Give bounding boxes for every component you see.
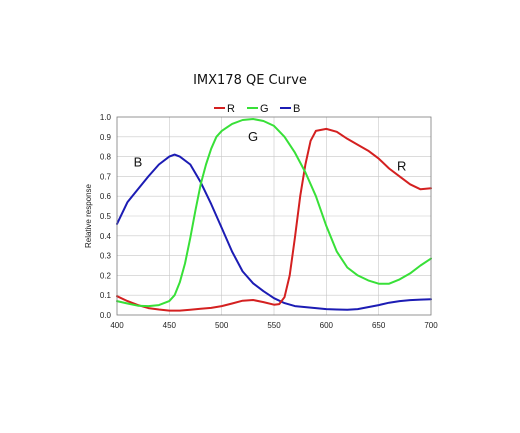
chart-title: IMX178 QE Curve <box>193 73 307 88</box>
y-axis-label: Relative response <box>84 183 93 248</box>
legend-label-r: R <box>227 103 235 115</box>
grid <box>117 117 431 315</box>
series-line-b <box>116 153 432 311</box>
y-axis-ticks: 0.0 0.1 0.2 0.3 0.4 0.5 0.6 0.7 0.8 0.9 1.0 <box>100 113 112 320</box>
y-tick-label: 0.6 <box>100 192 112 201</box>
series-line-r <box>116 127 432 312</box>
y-tick-label: 0.7 <box>100 172 112 181</box>
x-tick-label: 550 <box>267 321 281 330</box>
x-tick-label: 500 <box>215 321 229 330</box>
x-tick-label: 600 <box>320 321 334 330</box>
annotations: B G R <box>134 129 407 174</box>
annotation-g: G <box>248 129 258 144</box>
annotation-r: R <box>397 158 406 173</box>
x-tick-label: 400 <box>110 321 124 330</box>
y-tick-label: 0.0 <box>100 311 112 320</box>
y-tick-label: 0.5 <box>100 212 112 221</box>
series-layer <box>116 118 432 312</box>
y-tick-label: 1.0 <box>100 113 112 122</box>
y-tick-label: 0.4 <box>100 232 112 241</box>
series-line-g <box>116 118 432 308</box>
y-tick-label: 0.1 <box>100 291 112 300</box>
y-tick-label: 0.2 <box>100 271 112 280</box>
x-axis-ticks: 400 450 500 550 600 650 700 <box>110 321 438 330</box>
x-tick-label: 650 <box>372 321 386 330</box>
x-tick-label: 450 <box>163 321 177 330</box>
x-tick-label: 700 <box>424 321 438 330</box>
legend-label-b: B <box>293 103 300 115</box>
annotation-b: B <box>134 155 143 170</box>
y-tick-label: 0.3 <box>100 252 112 261</box>
legend-label-g: G <box>260 103 269 115</box>
plot-frame <box>116 116 432 316</box>
y-tick-label: 0.8 <box>100 153 112 162</box>
y-tick-label: 0.9 <box>100 133 112 142</box>
